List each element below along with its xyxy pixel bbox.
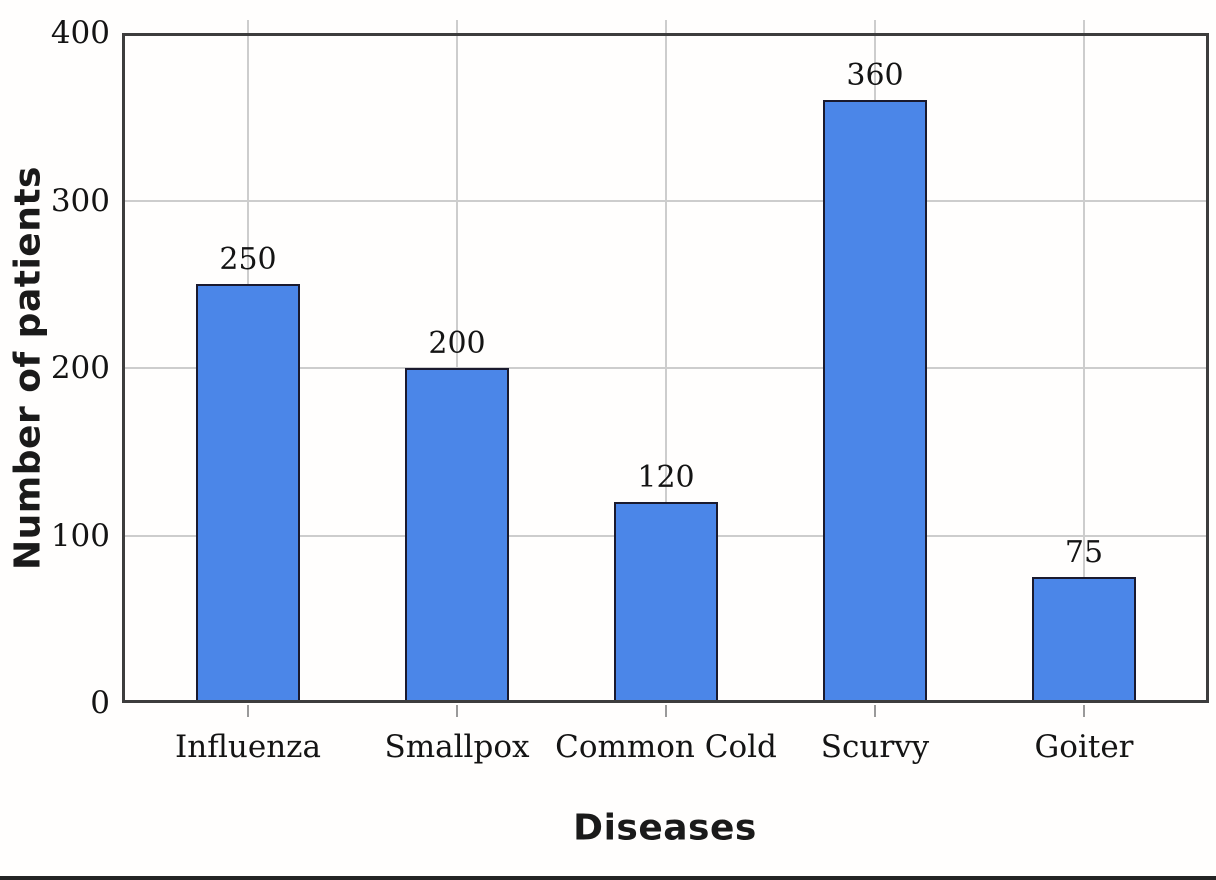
bottom-edge-strip: [0, 876, 1216, 880]
x-category-label: Goiter: [1034, 729, 1134, 765]
x-category-label: Smallpox: [384, 729, 530, 765]
bar-value-label: 250: [219, 242, 277, 278]
bar-value-label: 360: [846, 58, 904, 93]
bar: [823, 100, 927, 703]
gridline-vertical: [456, 20, 458, 703]
x-axis-tick: [247, 705, 249, 717]
bar-value-label: 75: [1064, 535, 1104, 571]
bar: [614, 502, 718, 703]
x-category-label: Common Cold: [555, 729, 777, 765]
gridline-vertical: [1083, 20, 1085, 703]
x-axis-tick: [665, 705, 667, 717]
x-axis-tick: [874, 705, 876, 717]
bar: [196, 284, 300, 703]
x-axis-tick: [456, 705, 458, 717]
x-category-label: Influenza: [175, 729, 321, 765]
bar-value-label: 120: [637, 460, 695, 495]
y-tick-label: 100: [50, 517, 110, 554]
bar: [405, 368, 509, 703]
bar-value-label: 200: [428, 326, 486, 361]
x-category-label: Scurvy: [820, 729, 930, 765]
y-tick-label: 0: [90, 685, 110, 721]
y-tick-label: 200: [50, 350, 110, 386]
y-tick-label: 300: [50, 182, 110, 219]
x-axis-title: Diseases: [573, 807, 757, 849]
y-tick-label: 400: [50, 15, 110, 51]
y-axis-title: Number of patients: [7, 166, 49, 570]
x-axis-tick: [1083, 705, 1085, 717]
bar: [1032, 577, 1136, 703]
gridline-vertical: [665, 20, 667, 703]
